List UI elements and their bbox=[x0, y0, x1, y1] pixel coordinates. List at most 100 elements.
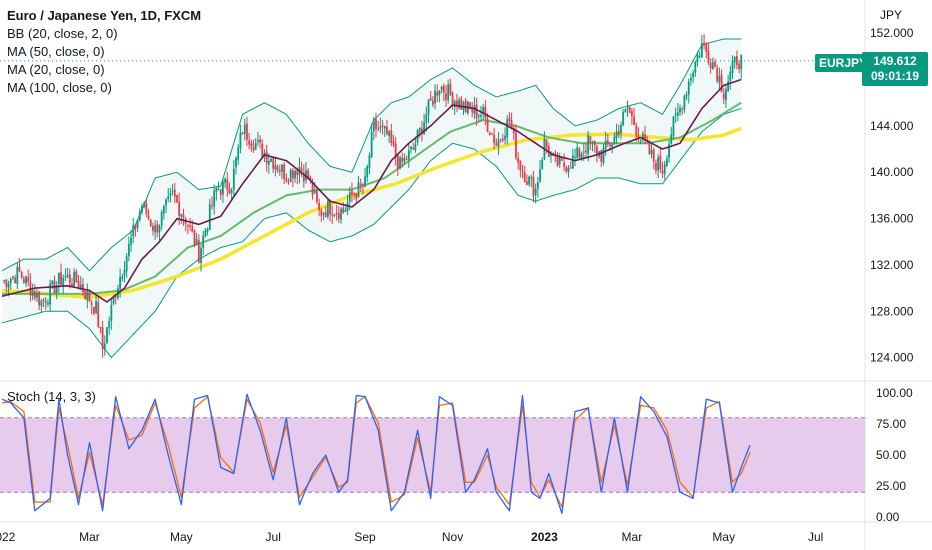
legend-bb: BB (20, close, 2, 0) bbox=[7, 26, 118, 41]
candle-body bbox=[353, 193, 356, 195]
candle-body bbox=[71, 283, 73, 286]
candle-body bbox=[482, 106, 485, 114]
candle-body bbox=[55, 285, 58, 293]
candle-body bbox=[73, 271, 76, 287]
candle-body bbox=[333, 214, 336, 217]
candle-body bbox=[561, 158, 563, 161]
ma50-line bbox=[2, 101, 742, 295]
candle-body bbox=[536, 182, 539, 189]
candle-body bbox=[731, 60, 734, 73]
candle-body bbox=[407, 150, 410, 160]
candle-body bbox=[617, 130, 620, 135]
candle-body bbox=[294, 170, 296, 179]
candle-body bbox=[291, 170, 294, 179]
legend-ma20: MA (20, close, 0) bbox=[7, 62, 105, 77]
candle-body bbox=[506, 119, 509, 138]
candle-body bbox=[31, 290, 34, 296]
candle-body bbox=[237, 147, 240, 160]
candle-body bbox=[383, 125, 386, 129]
candle-body bbox=[252, 147, 255, 151]
candle-body bbox=[672, 117, 675, 136]
candle-body bbox=[75, 271, 78, 283]
candle-body bbox=[40, 300, 43, 306]
candle-body bbox=[64, 276, 67, 278]
candle-body bbox=[641, 133, 644, 140]
price-badge-price: 149.612 bbox=[873, 54, 917, 68]
candle-body bbox=[20, 271, 23, 278]
candle-body bbox=[722, 93, 725, 99]
time-tick-label: 2022 bbox=[0, 530, 16, 544]
candle-body bbox=[176, 194, 178, 203]
candle-body bbox=[125, 256, 128, 272]
candle-body bbox=[471, 106, 474, 113]
legend-ma50: MA (50, close, 0) bbox=[7, 44, 105, 59]
candle-body bbox=[103, 343, 106, 350]
candle-body bbox=[149, 220, 152, 227]
candle-body bbox=[278, 169, 281, 172]
candle-body bbox=[97, 301, 100, 327]
candle-body bbox=[152, 225, 154, 231]
time-tick-label: May bbox=[712, 530, 735, 544]
candle-body bbox=[589, 136, 592, 143]
candle-body bbox=[16, 267, 19, 285]
candle-body bbox=[36, 293, 38, 298]
candle-body bbox=[661, 170, 664, 174]
candle-body bbox=[270, 158, 272, 162]
candle-body bbox=[342, 207, 345, 213]
price-tick-label: 152.000 bbox=[870, 26, 914, 40]
stoch-k-line bbox=[1, 393, 751, 514]
candle-body bbox=[169, 193, 172, 196]
candle-body bbox=[392, 141, 395, 145]
candle-body bbox=[106, 327, 108, 343]
candle-body bbox=[357, 182, 360, 198]
candle-body bbox=[700, 43, 703, 58]
legend: Euro / Japanese Yen, 1D, FXCM BB (20, cl… bbox=[7, 7, 201, 97]
candle-body bbox=[604, 140, 607, 150]
candle-body bbox=[663, 164, 666, 174]
candle-body bbox=[313, 190, 316, 194]
candle-body bbox=[593, 140, 596, 146]
candle-body bbox=[259, 139, 261, 143]
candle-body bbox=[390, 130, 393, 144]
candle-body bbox=[193, 230, 196, 247]
candle-body bbox=[289, 169, 292, 183]
stoch-tick-label: 100.00 bbox=[876, 386, 913, 400]
candle-body bbox=[611, 143, 614, 148]
candle-body bbox=[132, 224, 135, 237]
candle-body bbox=[5, 279, 8, 288]
candle-body bbox=[79, 284, 82, 289]
candle-body bbox=[361, 184, 364, 186]
price-tick-label: 136.000 bbox=[870, 212, 914, 226]
candle-body bbox=[635, 125, 638, 136]
candle-body bbox=[425, 114, 428, 123]
candle-body bbox=[447, 84, 450, 101]
candle-body bbox=[285, 178, 288, 181]
candle-body bbox=[204, 230, 207, 237]
candle-body bbox=[248, 140, 251, 145]
candle-body bbox=[556, 154, 559, 166]
candle-body bbox=[477, 115, 480, 117]
candle-body bbox=[705, 43, 708, 52]
candle-body bbox=[648, 141, 651, 154]
candle-body bbox=[528, 176, 530, 185]
candle-body bbox=[44, 301, 47, 303]
candle-body bbox=[534, 188, 537, 195]
candle-body bbox=[180, 214, 183, 217]
candle-body bbox=[178, 201, 181, 216]
candle-body bbox=[410, 146, 412, 150]
candle-body bbox=[486, 117, 489, 132]
candle-body bbox=[121, 276, 124, 279]
candle-body bbox=[585, 150, 587, 153]
candle-body bbox=[521, 170, 524, 172]
candle-body bbox=[512, 128, 515, 133]
candle-body bbox=[300, 168, 303, 171]
candle-body bbox=[375, 119, 377, 129]
price-tick-label: 132.000 bbox=[870, 258, 914, 272]
candle-body bbox=[418, 127, 421, 132]
candle-body bbox=[189, 225, 191, 227]
candle-body bbox=[738, 63, 740, 70]
candle-body bbox=[565, 167, 568, 172]
candle-body bbox=[683, 95, 686, 110]
candle-body bbox=[66, 274, 69, 277]
